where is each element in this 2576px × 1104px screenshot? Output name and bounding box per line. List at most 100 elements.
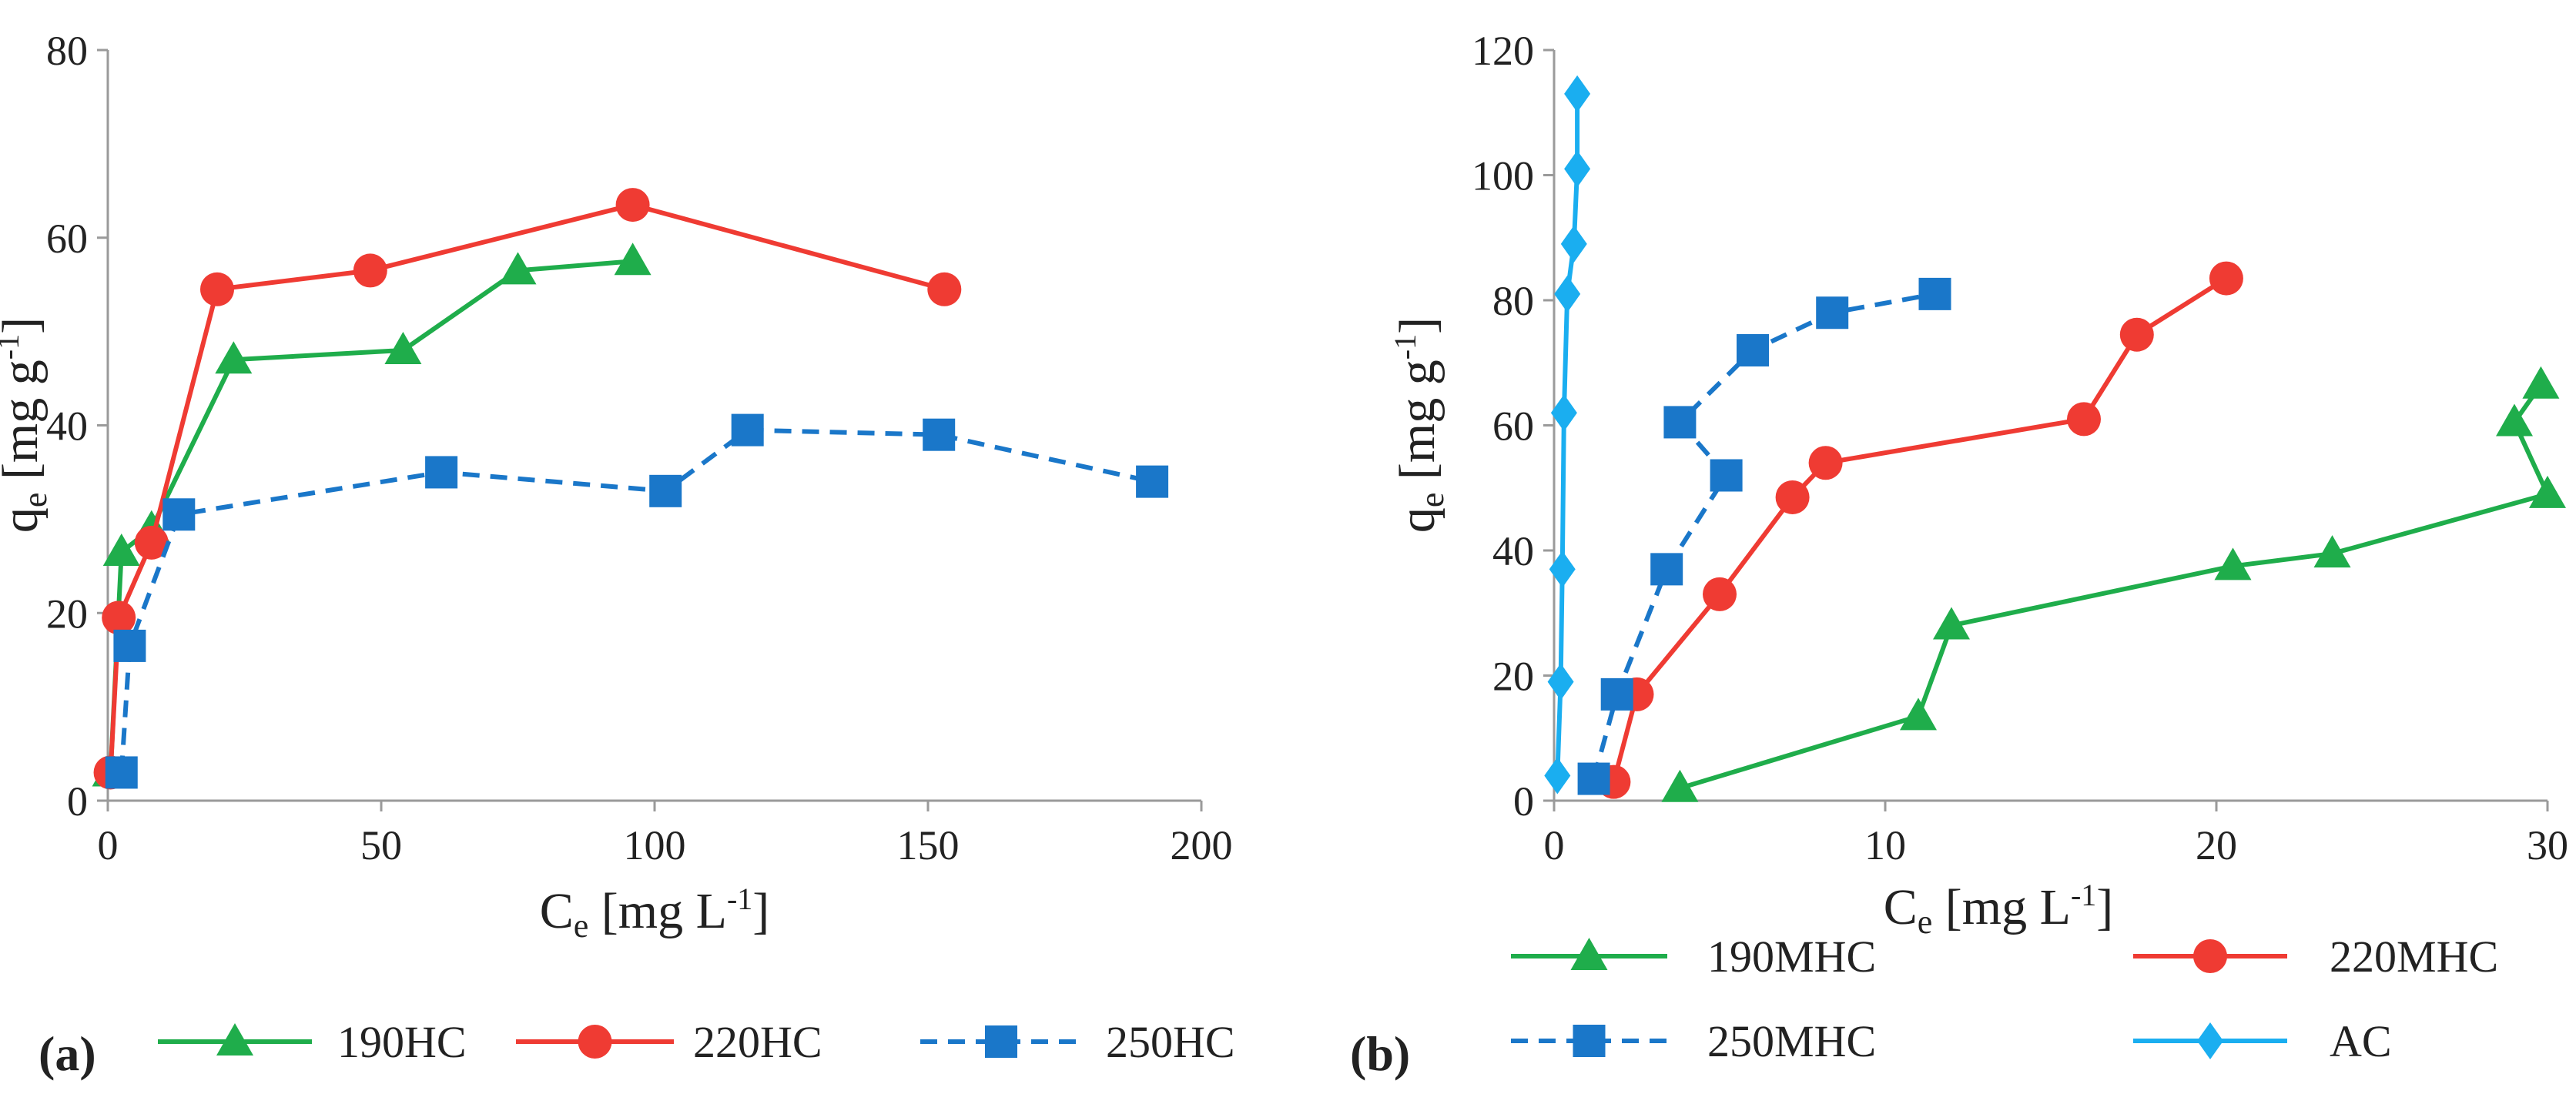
data-point-250mhc: [1737, 334, 1769, 366]
legend-item-220mhc: 220MHC: [2133, 932, 2498, 982]
panel-label: (a): [39, 1026, 96, 1081]
y-tick-label: 120: [1472, 28, 1534, 74]
data-point-250hc: [113, 629, 146, 662]
x-axis-label-main: C: [540, 883, 574, 939]
series-ac: [1544, 75, 1591, 795]
data-point-250mhc: [1600, 677, 1633, 711]
data-point-190hc: [614, 243, 652, 276]
data-point-220mhc: [2119, 317, 2154, 352]
y-axis-label-superscript: -1: [1388, 334, 1422, 360]
y-tick-label: 60: [1492, 403, 1534, 450]
data-point-190mhc: [2496, 403, 2533, 437]
x-axis-label-unit-close: ]: [2096, 879, 2113, 935]
y-axis-label-unit-close: ]: [1389, 317, 1445, 334]
panel-label: (b): [1350, 1026, 1410, 1081]
data-point-220hc: [353, 253, 387, 288]
legend-item-190mhc: 190MHC: [1511, 932, 1876, 982]
legend-marker: [1573, 1025, 1606, 1057]
data-point-250mhc: [1710, 459, 1743, 492]
legend-label: 220HC: [693, 1017, 822, 1067]
y-tick-label: 80: [1492, 278, 1534, 324]
data-point-190mhc: [1661, 769, 1699, 802]
x-tick-label: 20: [2196, 822, 2237, 868]
data-point-220mhc: [2209, 261, 2243, 296]
legend-marker: [1570, 938, 1608, 970]
x-tick-label: 0: [1544, 822, 1565, 868]
legend-item-220hc: 220HC: [516, 1017, 822, 1067]
data-point-220hc: [134, 525, 169, 560]
legend-label: AC: [2330, 1016, 2392, 1066]
y-axis-label-main: q: [1389, 507, 1445, 533]
legend-item-190hc: 190HC: [158, 1017, 467, 1067]
legend-item-ac: AC: [2133, 1016, 2392, 1066]
data-point-ac: [1560, 225, 1587, 263]
data-point-190mhc: [1900, 698, 1937, 731]
data-point-250hc: [1136, 465, 1169, 498]
data-point-190mhc: [2313, 535, 2351, 568]
series-line-250hc: [119, 427, 1153, 773]
x-axis-label-unit: [mg L: [1932, 879, 2071, 935]
y-tick-label: 20: [1492, 654, 1534, 700]
x-tick-label: 10: [1864, 822, 1906, 868]
x-axis-label-unit-close: ]: [752, 883, 769, 939]
y-axis-label-superscript: -1: [0, 334, 25, 360]
legend-label: 250HC: [1106, 1017, 1235, 1067]
y-tick-label: 40: [1492, 528, 1534, 574]
legend-item-250mhc: 250MHC: [1511, 1016, 1876, 1066]
data-point-ac: [1550, 394, 1577, 432]
x-axis-label: Ce [mg L-1]: [540, 882, 770, 945]
data-point-250hc: [425, 456, 458, 489]
x-axis-label-superscript: -1: [2071, 878, 2096, 912]
data-point-250hc: [162, 498, 196, 531]
series-line-250mhc: [1591, 291, 1936, 780]
y-tick-label: 60: [46, 216, 88, 262]
legend-label: 190MHC: [1707, 932, 1876, 982]
y-tick-label: 20: [46, 590, 88, 637]
x-tick-label: 50: [360, 822, 402, 868]
data-point-190mhc: [2529, 475, 2566, 508]
data-point-250mhc: [1816, 296, 1849, 330]
data-point-220mhc: [2067, 402, 2101, 437]
data-point-250mhc: [1650, 553, 1683, 586]
y-tick-label: 0: [1513, 778, 1534, 825]
x-tick-label: 200: [1171, 822, 1233, 868]
data-point-250mhc: [1577, 762, 1610, 795]
y-tick-label: 100: [1472, 153, 1534, 199]
data-point-220mhc: [1775, 480, 1810, 514]
data-point-220mhc: [1703, 577, 1737, 611]
y-tick-label: 40: [46, 403, 88, 450]
data-point-220hc: [927, 272, 962, 306]
data-point-220hc: [615, 188, 650, 222]
x-axis-label-unit: [mg L: [588, 883, 727, 939]
y-axis-label-unit: [mg g: [1389, 360, 1445, 492]
x-axis-label-superscript: -1: [727, 882, 752, 916]
data-point-ac: [1564, 150, 1591, 188]
data-point-ac: [1549, 550, 1576, 588]
y-axis-label-main: q: [0, 507, 49, 533]
legend-item-250hc: 250HC: [920, 1017, 1235, 1067]
x-tick-label: 0: [98, 822, 119, 868]
data-point-220hc: [102, 601, 136, 635]
series-220mhc: [1596, 261, 2243, 799]
data-point-ac: [1544, 757, 1571, 795]
data-point-ac: [1564, 75, 1591, 112]
data-point-250mhc: [1918, 277, 1951, 310]
series-250hc: [105, 413, 1169, 789]
data-point-190mhc: [2214, 547, 2252, 580]
y-axis-label-unit-close: ]: [0, 317, 49, 334]
x-axis-label-subscript: e: [574, 907, 589, 945]
data-point-ac: [1547, 663, 1574, 701]
legend-marker: [2197, 1022, 2223, 1059]
x-axis-label: Ce [mg L-1]: [1884, 878, 2114, 941]
data-point-190hc: [102, 534, 140, 567]
x-axis-label-subscript: e: [1918, 903, 1933, 941]
y-axis-label-subscript: e: [1413, 493, 1451, 508]
y-axis-label: qe [mg g-1]: [0, 317, 54, 533]
data-point-250hc: [923, 418, 956, 451]
legend-marker: [578, 1025, 612, 1059]
legend-label: 220MHC: [2330, 932, 2498, 982]
legend-marker: [216, 1023, 253, 1055]
